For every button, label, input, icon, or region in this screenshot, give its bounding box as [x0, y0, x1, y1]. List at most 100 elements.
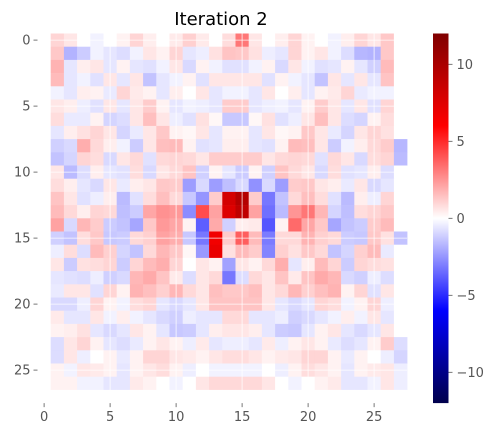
heatmap-cell	[90, 112, 104, 127]
heatmap-cell	[156, 337, 170, 351]
heatmap-cell	[314, 337, 329, 351]
heatmap-cell	[209, 205, 223, 219]
heatmap-cell	[129, 125, 144, 140]
heatmap-cell	[275, 59, 289, 74]
y-tick-label: 5	[22, 100, 30, 115]
heatmap-cell	[63, 178, 78, 193]
y-axis: 0 5 10 15 20 25	[14, 34, 38, 379]
heatmap-cell	[195, 112, 210, 127]
heatmap-cell	[63, 389, 78, 404]
heatmap-cell	[129, 152, 144, 166]
heatmap-cell	[156, 178, 170, 193]
heatmap-cell	[209, 73, 223, 87]
heatmap-cell	[393, 178, 408, 193]
heatmap-cell	[380, 271, 395, 285]
heatmap-cell	[143, 376, 157, 391]
heatmap-cell	[248, 284, 263, 298]
heatmap-cell	[77, 271, 91, 285]
heatmap-cell	[327, 191, 342, 206]
heatmap-cell	[129, 310, 144, 325]
heatmap-cell	[380, 125, 395, 140]
heatmap-cell	[393, 112, 408, 127]
heatmap-cell	[209, 59, 223, 74]
heatmap-cell	[248, 376, 263, 391]
heatmap-cell	[182, 350, 197, 364]
heatmap-cell	[393, 389, 408, 404]
heatmap-cell	[156, 218, 170, 232]
heatmap-cell	[275, 337, 289, 351]
heatmap-cell	[209, 389, 223, 404]
heatmap-cell	[314, 59, 329, 74]
heatmap-cell	[50, 389, 65, 404]
heatmap-cell	[341, 218, 355, 232]
heatmap-cell	[314, 125, 329, 140]
heatmap-cell	[288, 323, 302, 338]
y-tick-label: 15	[14, 232, 31, 247]
heatmap-cell	[195, 271, 210, 285]
heatmap-cell	[275, 350, 289, 364]
heatmap-cell	[288, 46, 302, 61]
heatmap-cell	[195, 323, 210, 338]
x-tick-label: 25	[366, 410, 383, 425]
colorbar-tick-label: 10	[457, 58, 474, 73]
heatmap-cell	[50, 86, 65, 100]
heatmap-cell	[288, 376, 302, 391]
heatmap-cell	[195, 205, 210, 219]
heatmap-cell	[182, 46, 197, 61]
heatmap-cell	[50, 191, 65, 206]
heatmap-cell	[209, 178, 223, 193]
heatmap-cell	[209, 125, 223, 140]
heatmap-cell	[393, 125, 408, 140]
heatmap-cell	[77, 257, 91, 272]
heatmap-cell	[288, 389, 302, 404]
colorbar-gradient	[433, 33, 449, 404]
heatmap-cell	[77, 376, 91, 391]
heatmap-cell	[195, 73, 210, 87]
heatmap-cell	[63, 112, 78, 127]
heatmap-cell	[248, 218, 263, 232]
heatmap-cell	[288, 59, 302, 74]
heatmap-cell	[50, 350, 65, 364]
heatmap-cell	[222, 389, 236, 404]
heatmap-cell	[222, 86, 236, 100]
heatmap-cell	[222, 73, 236, 87]
heatmap-cell	[393, 323, 408, 338]
heatmap-cell	[209, 191, 223, 206]
heatmap-cell	[116, 271, 131, 285]
heatmap-cell	[182, 310, 197, 325]
heatmap-cell	[248, 191, 263, 206]
heatmap-cell	[327, 271, 342, 285]
heatmap-cell	[222, 46, 236, 61]
heatmap-cell	[116, 337, 131, 351]
heatmap-cell	[354, 125, 368, 140]
heatmap-cell	[341, 125, 355, 140]
heatmap-cell	[314, 323, 329, 338]
heatmap-cell	[182, 257, 197, 272]
heatmap-cell	[393, 244, 408, 259]
heatmap-cell	[63, 218, 78, 232]
heatmap-cell	[341, 244, 355, 259]
heatmap-cell	[261, 257, 276, 272]
colorbar-tick-label: 0	[457, 212, 465, 227]
heatmap-cell	[222, 323, 236, 338]
heatmap-cell	[129, 257, 144, 272]
heatmap-cell	[77, 139, 91, 153]
heatmap-cell	[209, 46, 223, 61]
heatmap-cell	[77, 112, 91, 127]
heatmap-cell	[222, 310, 236, 325]
heatmap-cell	[195, 191, 210, 206]
heatmap-cell	[156, 191, 170, 206]
heatmap-cell	[222, 125, 236, 140]
heatmap-cell	[90, 337, 104, 351]
heatmap-cell	[50, 337, 65, 351]
heatmap-cell	[63, 86, 78, 100]
heatmap-cell	[143, 191, 157, 206]
heatmap-cell	[90, 310, 104, 325]
heatmap-cell	[222, 112, 236, 127]
heatmap-cell	[341, 271, 355, 285]
heatmap-cell	[77, 323, 91, 338]
heatmap-cell	[50, 59, 65, 74]
heatmap-cell	[156, 139, 170, 153]
heatmap-cell	[90, 205, 104, 219]
heatmap-cell	[327, 350, 342, 364]
